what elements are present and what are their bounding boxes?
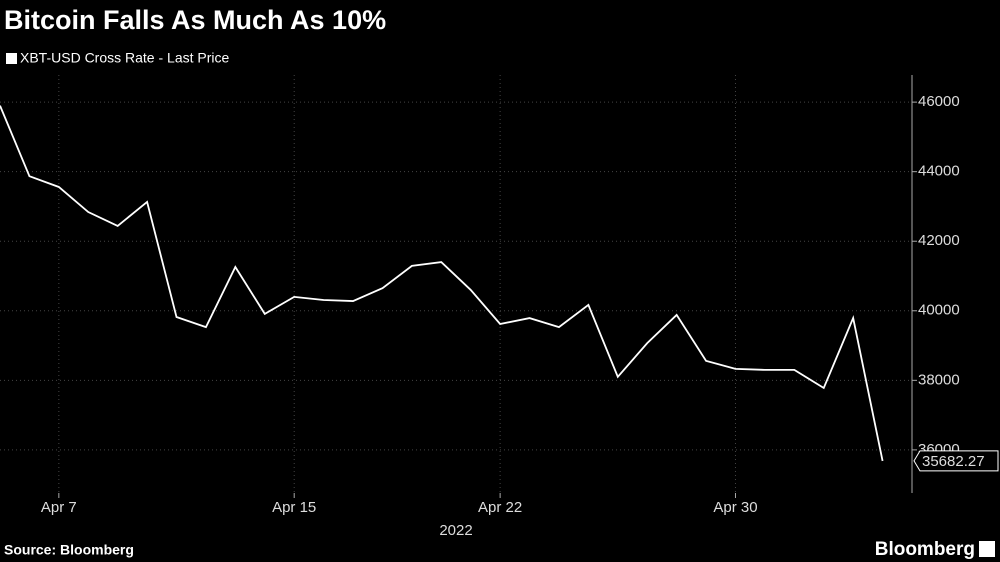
legend-label: XBT-USD Cross Rate - Last Price	[20, 50, 229, 66]
y-tick-label: 44000	[918, 163, 960, 180]
brand-icon	[979, 541, 995, 557]
line	[0, 105, 884, 462]
x-tick-label: Apr 7	[41, 499, 77, 516]
y-tick-label: 46000	[918, 93, 960, 110]
x-axis-label: 2022	[439, 522, 472, 539]
x-tick-label: Apr 30	[713, 499, 757, 516]
last-value-label: 35682.27	[922, 453, 985, 470]
x-tick-label: Apr 22	[478, 499, 522, 516]
last-value-box	[913, 450, 999, 472]
legend-swatch	[6, 53, 17, 64]
y-tick-label: 40000	[918, 302, 960, 319]
brand: Bloomberg	[875, 539, 975, 560]
y-tick-label: 42000	[918, 232, 960, 249]
y-tick-label: 38000	[918, 371, 960, 388]
source: Source: Bloomberg	[4, 542, 134, 558]
chart-title: Bitcoin Falls As Much As 10%	[4, 5, 386, 35]
x-tick-label: Apr 15	[272, 499, 316, 516]
